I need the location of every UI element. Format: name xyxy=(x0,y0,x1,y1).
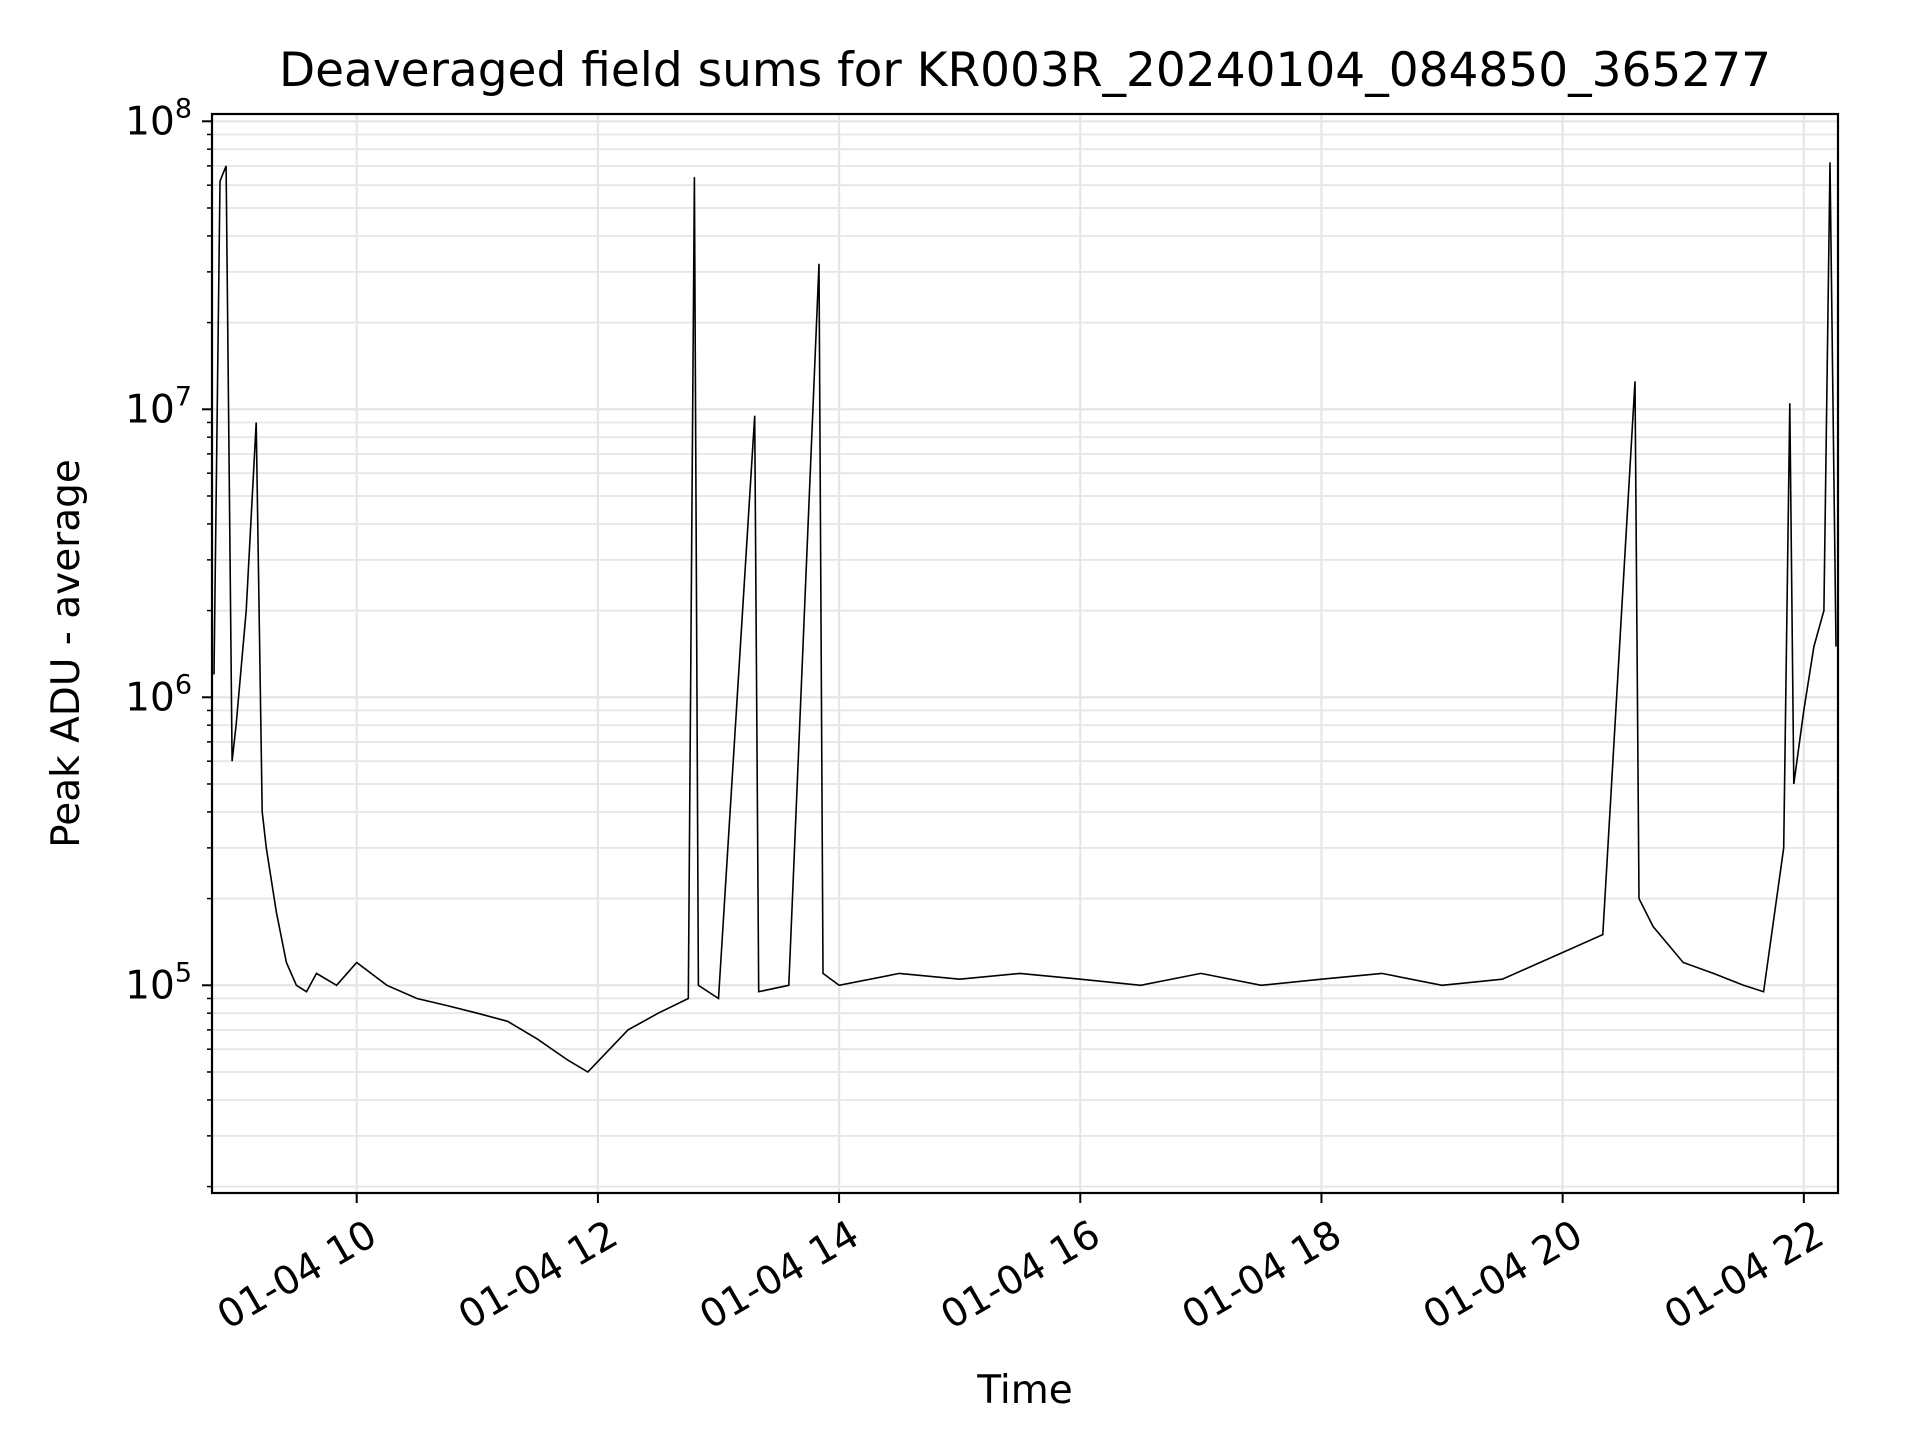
series-line xyxy=(213,162,1837,1074)
plot-frame xyxy=(210,112,1840,1195)
x-axis-label: Time xyxy=(976,1368,1072,1413)
y-tick-label: 105 xyxy=(125,957,192,1008)
y-tick-label: 108 xyxy=(125,93,192,144)
series-peak-adu xyxy=(213,162,1837,1074)
y-tick-label: 106 xyxy=(125,669,192,720)
y-tick-label: 107 xyxy=(125,381,192,432)
y-axis-label: Peak ADU - average xyxy=(44,459,89,848)
chart-title: Deaveraged field sums for KR003R_2024010… xyxy=(279,43,1771,98)
y-axis: 105 106 107 108 xyxy=(125,93,212,1188)
grid xyxy=(212,114,1838,1193)
